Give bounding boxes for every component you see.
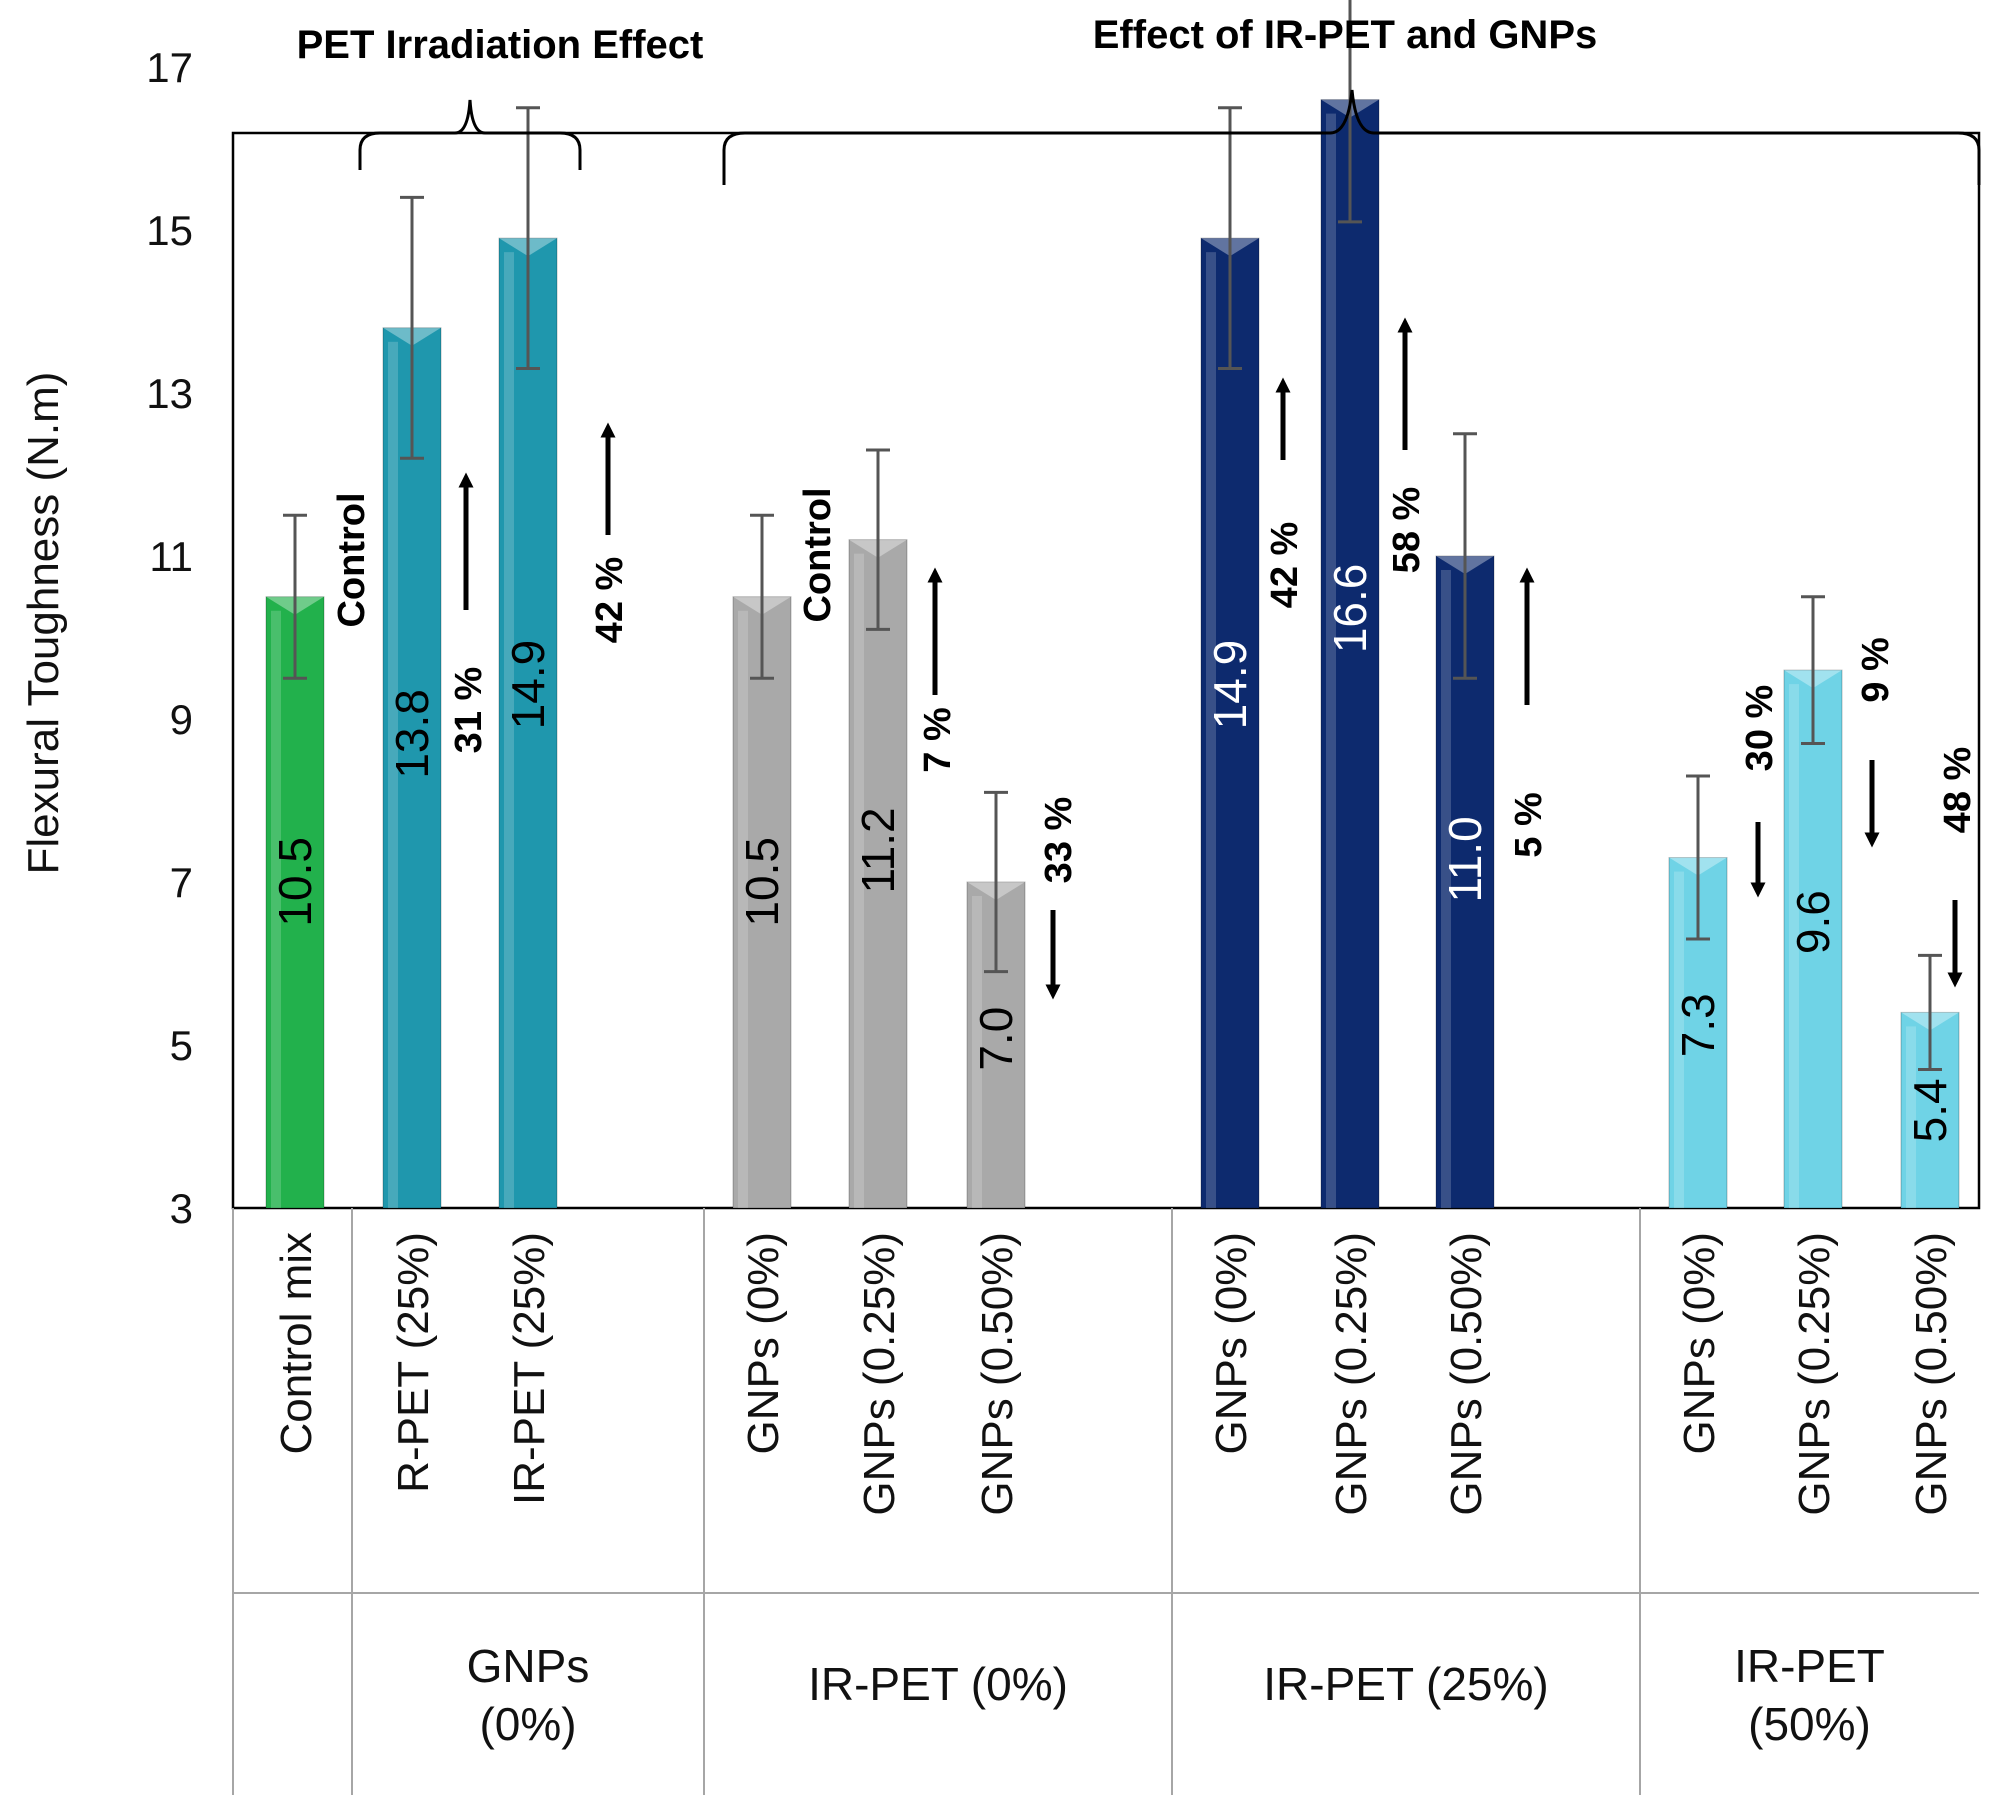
group-label: GNPs (0%)	[467, 1640, 590, 1750]
bar-highlight	[504, 252, 514, 1208]
bar	[848, 539, 908, 1209]
y-tick-label: 7	[170, 859, 193, 906]
group-label: IR-PET (0%)	[808, 1658, 1068, 1710]
bar-value-label: 11.2	[852, 807, 904, 893]
category-label: GNPs (0%)	[1207, 1232, 1256, 1454]
category-label: GNPs (0%)	[739, 1232, 788, 1454]
bar-highlight	[854, 553, 864, 1208]
bar-highlight	[1674, 871, 1684, 1208]
change-label: 31 %	[448, 667, 490, 754]
change-label: 30 %	[1739, 685, 1781, 772]
bar	[1200, 237, 1260, 1209]
category-label: GNPs (0.25%)	[855, 1232, 904, 1516]
category-label: GNPs (0.50%)	[973, 1232, 1022, 1516]
y-tick-label: 13	[146, 370, 193, 417]
category-label: GNPs (0.25%)	[1327, 1232, 1376, 1516]
bar-value-label: 10.5	[736, 837, 788, 927]
bar-highlight	[738, 610, 748, 1208]
category-label: GNPs (0.50%)	[1442, 1232, 1491, 1516]
bar-value-label: 14.9	[502, 640, 554, 730]
category-label: GNPs (0%)	[1675, 1232, 1724, 1454]
y-axis-label: Flexural Toughness (N.m)	[19, 372, 68, 875]
y-tick-label: 11	[149, 533, 193, 580]
control-label: Control	[797, 487, 839, 622]
change-label: 33 %	[1038, 797, 1080, 884]
group-label: IR-PET (25%)	[1263, 1658, 1548, 1710]
bar-highlight	[1789, 684, 1799, 1208]
bar-highlight	[388, 341, 398, 1208]
bar	[1783, 669, 1843, 1209]
bar-highlight	[271, 610, 281, 1208]
bar-highlight	[1326, 113, 1336, 1209]
bar	[732, 596, 792, 1209]
change-label: 48 %	[1937, 747, 1979, 834]
bar-value-label: 11.0	[1439, 816, 1491, 902]
bar-value-label: 14.9	[1204, 640, 1256, 730]
category-label: IR-PET (25%)	[505, 1232, 554, 1505]
change-label: 42 %	[589, 557, 631, 644]
bar-value-label: 16.6	[1324, 564, 1376, 654]
change-label: 9 %	[1855, 637, 1897, 702]
bar-value-label: 10.5	[269, 837, 321, 927]
category-label: GNPs (0.50%)	[1907, 1232, 1956, 1516]
y-tick-label: 17	[146, 44, 193, 91]
change-label: 58 %	[1386, 487, 1428, 574]
y-tick-label: 9	[170, 696, 193, 743]
change-label: 42 %	[1264, 522, 1306, 609]
bar-highlight	[1906, 1026, 1916, 1208]
bar-highlight	[1441, 570, 1451, 1208]
bar	[498, 237, 558, 1209]
bar-value-label: 7.3	[1672, 993, 1724, 1057]
bar	[1320, 99, 1380, 1209]
bar-value-label: 13.8	[386, 689, 438, 779]
bracket-ir-pet-gnps	[722, 89, 1981, 185]
change-label: 7 %	[917, 707, 959, 772]
group-label: IR-PET (50%)	[1734, 1640, 1885, 1750]
bracket-label-ir-pet-gnps: Effect of IR-PET and GNPs	[1093, 13, 1598, 57]
category-label: R-PET (25%)	[389, 1232, 438, 1493]
y-tick-label: 15	[146, 207, 193, 254]
bar-value-label: 7.0	[970, 1007, 1022, 1071]
control-label: Control	[331, 492, 373, 627]
bar-highlight	[972, 896, 982, 1208]
y-tick-label: 5	[170, 1022, 193, 1069]
bracket-label-pet-irradiation: PET Irradiation Effect	[297, 23, 704, 67]
y-tick-label: 3	[170, 1185, 193, 1232]
bracket-pet-irradiation	[358, 99, 582, 170]
category-label: GNPs (0.25%)	[1790, 1232, 1839, 1516]
bar-value-label: 5.4	[1904, 1078, 1956, 1142]
category-label: Control mix	[272, 1232, 321, 1455]
change-label: 5 %	[1508, 792, 1550, 857]
bar-highlight	[1206, 252, 1216, 1208]
bar-value-label: 9.6	[1787, 890, 1839, 954]
